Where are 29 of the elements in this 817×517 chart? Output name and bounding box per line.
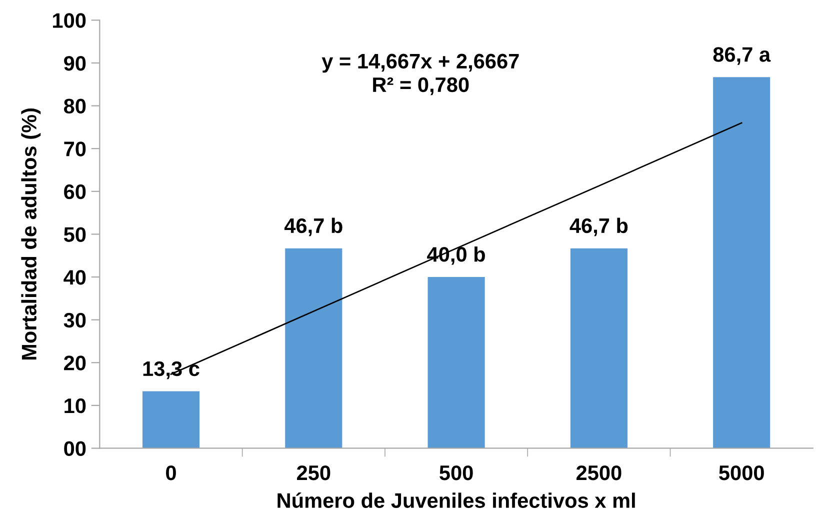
x-tick-label: 250 bbox=[296, 465, 330, 480]
y-tick-label: 00 bbox=[64, 441, 86, 456]
data-label: 13,3 c bbox=[143, 361, 200, 380]
y-tick-label: 40 bbox=[64, 270, 86, 285]
x-axis-title: Número de Juveniles infectivos x ml bbox=[278, 492, 635, 508]
y-tick-label: 60 bbox=[64, 184, 86, 200]
y-tick-label: 80 bbox=[64, 98, 86, 114]
x-tick-label: 5000 bbox=[719, 465, 764, 480]
x-tick-label: 500 bbox=[440, 465, 473, 480]
y-tick-label: 100 bbox=[53, 13, 86, 28]
x-tick-label: 2500 bbox=[576, 465, 622, 480]
y-tick-label: 90 bbox=[64, 56, 86, 71]
y-tick-label: 70 bbox=[64, 142, 86, 156]
bar bbox=[570, 248, 628, 448]
annotation: y = 14,667x + 2,6667 bbox=[322, 54, 519, 73]
x-tick-label: 0 bbox=[166, 465, 176, 480]
y-tick-label: 10 bbox=[64, 398, 86, 414]
bar bbox=[285, 248, 342, 448]
data-label: 86,7 a bbox=[713, 47, 771, 65]
data-label: 46,7 b bbox=[570, 218, 628, 236]
bar bbox=[428, 277, 485, 448]
annotation: R² = 0,780 bbox=[373, 77, 469, 96]
data-label: 46,7 b bbox=[284, 218, 342, 236]
bar bbox=[713, 77, 770, 448]
y-axis-title: Mortalidad de adultos (%) bbox=[21, 108, 41, 360]
y-tick-label: 20 bbox=[64, 356, 86, 370]
bar bbox=[142, 391, 200, 448]
y-tick-label: 30 bbox=[64, 312, 86, 328]
y-tick-label: 50 bbox=[64, 227, 86, 242]
